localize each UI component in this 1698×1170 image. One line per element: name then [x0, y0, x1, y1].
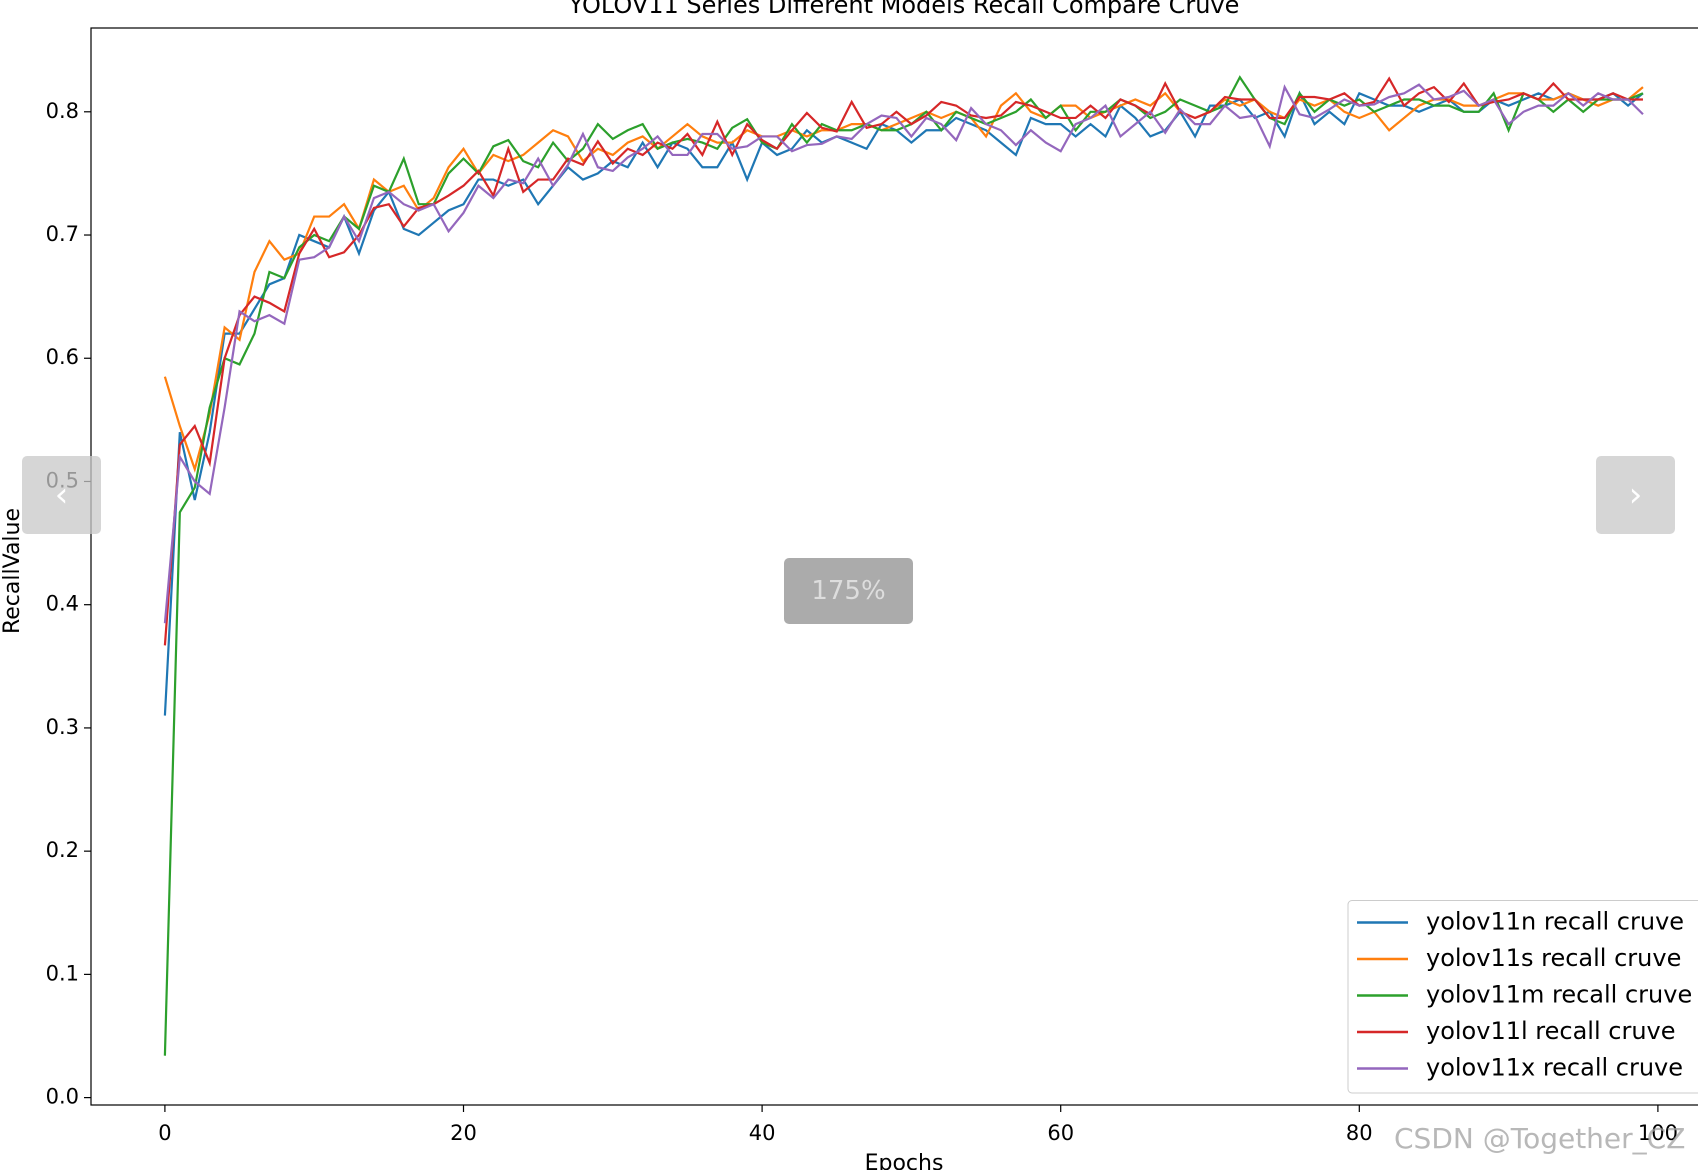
x-axis-label: Epochs [865, 1151, 944, 1170]
y-tick-label: 0.2 [46, 838, 79, 862]
legend-label: yolov11s recall cruve [1426, 944, 1681, 972]
x-tick-label: 0 [158, 1121, 171, 1145]
y-tick-label: 0.0 [46, 1085, 79, 1109]
plot-frame [90, 27, 1698, 1106]
x-tick-label: 60 [1047, 1121, 1074, 1145]
y-tick-label: 0.1 [46, 961, 79, 985]
legend-label: yolov11m recall cruve [1426, 981, 1692, 1009]
series-line [163, 86, 1644, 473]
y-tick-label: 0.8 [46, 99, 79, 123]
legend-label: yolov11n recall cruve [1426, 908, 1684, 936]
x-tick-label: 40 [749, 1121, 776, 1145]
next-button[interactable]: › [1596, 456, 1675, 534]
y-tick-label: 0.4 [46, 592, 79, 616]
x-tick-label: 80 [1346, 1121, 1373, 1145]
series-line [163, 76, 1643, 646]
y-tick-label: 0.3 [46, 715, 79, 739]
zoom-indicator: 175% [784, 558, 913, 624]
x-tick-label: 20 [450, 1121, 477, 1145]
series-line [163, 83, 1644, 624]
y-tick-label: 0.7 [46, 222, 79, 246]
y-tick-label: 0.6 [46, 345, 79, 369]
watermark: CSDN @Together_CZ [1394, 1122, 1686, 1155]
y-axis-label: RecallValue [0, 508, 25, 634]
legend-label: yolov11x recall cruve [1426, 1054, 1683, 1082]
legend-label: yolov11l recall cruve [1426, 1017, 1676, 1045]
chart-title: YOLOV11 Series Different Models Recall C… [568, 0, 1240, 19]
legend-box [1347, 900, 1698, 1094]
previous-button[interactable]: ‹ [22, 456, 101, 534]
x-tick-label: 100 [1638, 1121, 1678, 1145]
series-line [163, 90, 1644, 716]
